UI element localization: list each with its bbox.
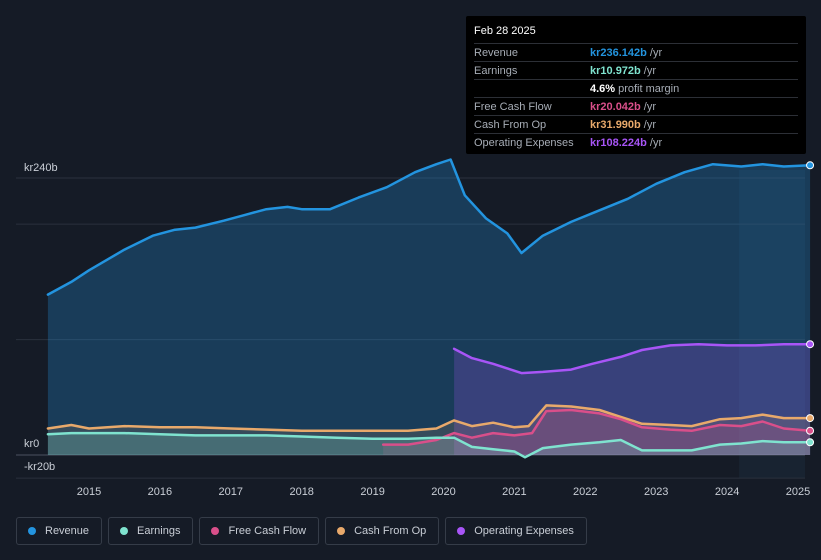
x-tick-label-2015: 2015	[77, 486, 101, 498]
series-areas	[47, 159, 811, 458]
x-axis-ticks: 2015 2016 2017 2018 2019 2020 2021 2022 2023 2024…	[77, 486, 810, 498]
x-tick-label-2021: 2021	[502, 486, 526, 498]
x-tick-label-2018: 2018	[289, 486, 313, 498]
area-revenue	[47, 159, 811, 455]
x-tick-label-2017: 2017	[219, 486, 243, 498]
tooltip-label: Revenue	[474, 46, 519, 59]
tooltip-unit: /yr	[643, 64, 656, 77]
tooltip-label: Earnings	[474, 64, 518, 77]
tooltip-row-operating-expenses: Operating Expenses kr108.224b /yr	[474, 134, 798, 151]
tooltip-unit: /yr	[643, 118, 656, 131]
legend-dot-icon	[337, 527, 346, 535]
tooltip-value: kr10.972b	[590, 64, 641, 77]
end-marker-operating-expenses	[806, 340, 815, 349]
line-operating-expenses	[452, 342, 812, 375]
tooltip-value: kr236.142b	[590, 46, 647, 59]
tooltip-label: Operating Expenses	[474, 136, 574, 149]
tooltip-row-profit-margin: 4.6% profit margin	[474, 80, 798, 98]
legend-dot-icon	[211, 527, 220, 535]
tooltip-label: Cash From Op	[474, 118, 547, 131]
tooltip-row-free-cash-flow: Free Cash Flow kr20.042b /yr	[474, 98, 798, 116]
legend-item-cash-from-op[interactable]: Cash From Op	[325, 517, 440, 545]
tooltip-value: kr108.224b	[590, 136, 647, 149]
tooltip-row-earnings: Earnings kr10.972b /yr	[474, 62, 798, 80]
series-lines	[46, 158, 812, 459]
line-revenue	[46, 158, 812, 296]
end-marker-cash-from-op	[806, 414, 815, 423]
line-cash-from-op	[46, 404, 812, 433]
series-end-markers	[806, 161, 815, 447]
legend: Revenue Earnings Free Cash Flow Cash Fro…	[16, 517, 587, 545]
legend-label: Earnings	[137, 525, 181, 537]
x-tick-label-2024: 2024	[715, 486, 739, 498]
tooltip-value: 4.6%	[590, 82, 616, 95]
line-earnings	[46, 431, 812, 459]
legend-dot-icon	[457, 527, 466, 535]
tooltip-date: Feb 28 2025	[474, 24, 798, 44]
tooltip-row-revenue: Revenue kr236.142b /yr	[474, 44, 798, 62]
legend-dot-icon	[28, 527, 36, 535]
x-tick-label-2020: 2020	[431, 486, 455, 498]
legend-item-operating-expenses[interactable]: Operating Expenses	[445, 517, 587, 545]
y-tick-label-top: kr240b	[24, 162, 58, 174]
y-tick-label-bottom: -kr20b	[24, 461, 55, 473]
area-free-cash-flow	[383, 410, 811, 455]
y-tick-label-zero: kr0	[24, 438, 39, 450]
legend-label: Revenue	[45, 525, 90, 537]
tooltip-label: Free Cash Flow	[474, 100, 552, 113]
x-tick-label-2016: 2016	[148, 486, 172, 498]
tooltip-unit: profit margin	[618, 82, 680, 95]
legend-dot-icon	[120, 527, 129, 535]
legend-label: Operating Expenses	[474, 525, 574, 537]
x-tick-label-2022: 2022	[573, 486, 597, 498]
legend-item-earnings[interactable]: Earnings	[108, 517, 194, 545]
tooltip-row-cash-from-op: Cash From Op kr31.990b /yr	[474, 116, 798, 134]
x-tick-label-2019: 2019	[360, 486, 384, 498]
legend-label: Cash From Op	[354, 525, 427, 537]
area-earnings	[47, 433, 811, 458]
legend-item-revenue[interactable]: Revenue	[16, 517, 103, 545]
tooltip-value: kr31.990b	[590, 118, 641, 131]
x-tick-label-2023: 2023	[644, 486, 668, 498]
end-marker-earnings	[806, 438, 815, 447]
tooltip-value: kr20.042b	[590, 100, 641, 113]
end-marker-revenue	[806, 161, 815, 170]
x-tick-label-2025: 2025	[786, 486, 810, 498]
legend-label: Free Cash Flow	[228, 525, 307, 537]
line-free-cash-flow	[381, 408, 812, 446]
legend-item-free-cash-flow[interactable]: Free Cash Flow	[199, 517, 320, 545]
tooltip: Feb 28 2025 Revenue kr236.142b /yr Earni…	[466, 16, 806, 154]
tooltip-unit: /yr	[649, 46, 663, 59]
forecast-shading	[739, 170, 805, 478]
tooltip-unit: /yr	[643, 100, 656, 113]
tooltip-unit: /yr	[649, 136, 663, 149]
end-marker-free-cash-flow	[806, 426, 815, 435]
